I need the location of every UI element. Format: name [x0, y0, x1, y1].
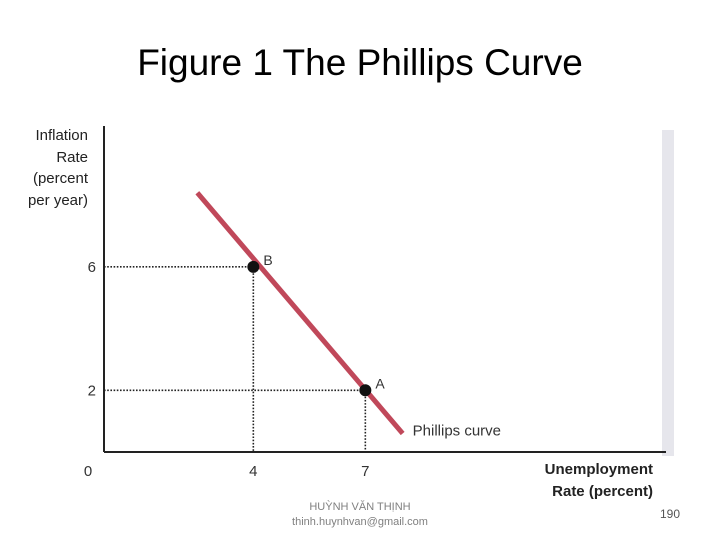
y-axis-label-line: per year)	[27, 191, 88, 209]
point-label: A	[375, 375, 385, 391]
chart-title: Figure 1 The Phillips Curve	[137, 42, 583, 83]
phillips-curve-line	[195, 191, 405, 436]
y-axis-label-line: (percent	[32, 170, 88, 187]
curve-label: Phillips curve	[413, 422, 501, 439]
x-axis-label: Unemployment Rate (percent)	[505, 459, 653, 502]
point-b	[247, 260, 260, 273]
point-a	[359, 384, 372, 397]
footer-credit: HUỲNH VĂN THỊNH thinh.huynhvan@gmail.com	[260, 500, 460, 530]
x-tick-label: 4	[249, 463, 257, 480]
y-tick-label: 6	[88, 259, 96, 276]
x-axis-label-line: Rate (percent)	[552, 482, 653, 500]
x-tick-label: 7	[361, 463, 369, 480]
x-axis-label-line: Unemployment	[544, 461, 653, 478]
y-axis-label-line: Inflation	[35, 127, 88, 144]
plot-shadow	[662, 130, 674, 456]
y-axis-label: Inflation Rate (percent per year)	[10, 125, 88, 211]
point-label: B	[263, 252, 272, 268]
footer-email: thinh.huynhvan@gmail.com	[292, 516, 428, 528]
page-number: 190	[659, 507, 680, 521]
y-axis-label-line: Rate	[56, 148, 88, 166]
y-tick-label: 2	[88, 382, 96, 399]
footer-author: HUỲNH VĂN THỊNH	[309, 501, 411, 513]
origin-label: 0	[84, 463, 92, 480]
